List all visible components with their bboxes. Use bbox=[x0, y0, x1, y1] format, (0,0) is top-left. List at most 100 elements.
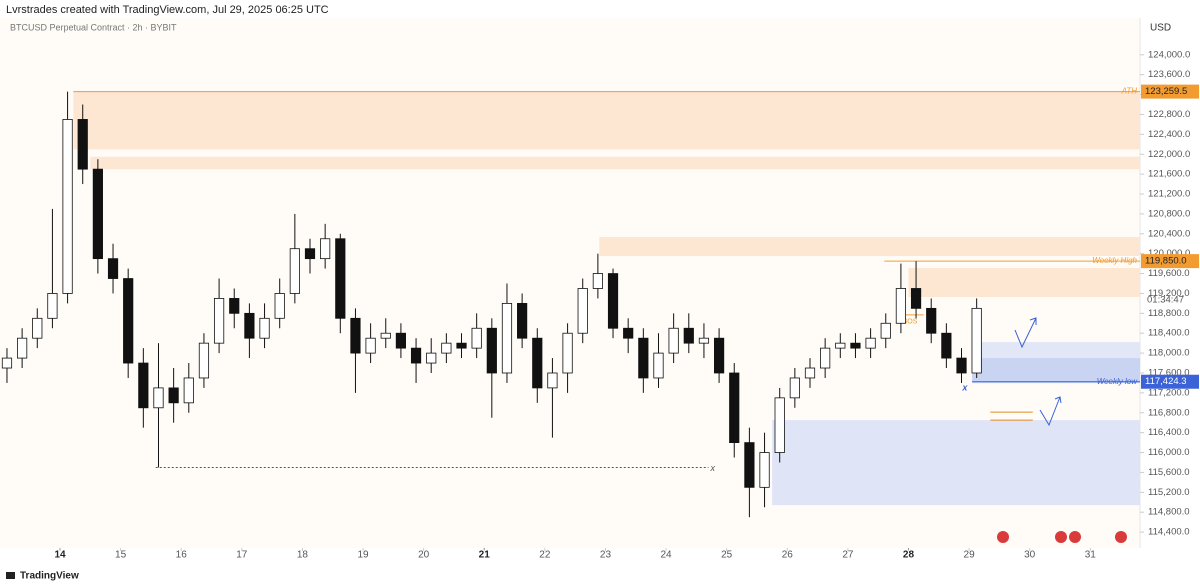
zone bbox=[972, 358, 1140, 384]
candle-body bbox=[380, 332, 391, 339]
y-tick-label: 117,200.0 bbox=[1148, 387, 1190, 398]
y-tick-label: 124,000.0 bbox=[1148, 49, 1190, 60]
x-tick-label: 26 bbox=[782, 550, 794, 561]
candle-body bbox=[426, 352, 437, 364]
y-tick-label: 115,200.0 bbox=[1148, 487, 1190, 498]
candle-body bbox=[623, 327, 634, 339]
candle-body bbox=[229, 298, 240, 314]
axis-price-box bbox=[1141, 84, 1199, 99]
candle-body bbox=[835, 342, 846, 349]
x-tick-label: 29 bbox=[964, 550, 976, 561]
candle-body bbox=[471, 327, 482, 349]
header-title: Lvrstrades created with TradingView.com,… bbox=[6, 4, 329, 16]
y-tick-label: 116,000.0 bbox=[1148, 447, 1190, 458]
x-tick-label: 16 bbox=[176, 550, 188, 561]
y-tick-label: 116,800.0 bbox=[1148, 407, 1190, 418]
candle-body bbox=[532, 337, 543, 389]
x-tick-label: 31 bbox=[1085, 550, 1097, 561]
candle-body bbox=[47, 293, 58, 319]
candle-body bbox=[941, 332, 952, 359]
level-label: x bbox=[709, 463, 715, 473]
candle-body bbox=[1, 357, 13, 369]
candle-body bbox=[820, 347, 831, 369]
x-tick-label: 18 bbox=[297, 550, 309, 561]
x-tick-label: 30 bbox=[1024, 550, 1036, 561]
y-tick-label: 119,600.0 bbox=[1148, 268, 1190, 279]
zone bbox=[772, 420, 1140, 506]
marker: x bbox=[961, 382, 968, 392]
arrow bbox=[1014, 317, 1037, 349]
x-tick-label: 25 bbox=[721, 550, 733, 561]
candle-body bbox=[274, 293, 285, 319]
candle-body bbox=[213, 298, 225, 344]
x-tick-label: 24 bbox=[660, 550, 672, 561]
plot-layer: ATH Weekly High Weekly low x BOS x bbox=[1, 87, 1141, 518]
candle-body bbox=[486, 327, 497, 374]
candle-body bbox=[865, 337, 876, 349]
candle-body bbox=[168, 387, 179, 404]
candle-body bbox=[804, 367, 816, 379]
y-tick-label: 120,800.0 bbox=[1148, 208, 1190, 219]
logo bbox=[6, 572, 15, 579]
candle-body bbox=[335, 238, 346, 319]
candle-body bbox=[698, 337, 710, 344]
y-tick-label: 120,400.0 bbox=[1148, 228, 1190, 239]
flag bbox=[1115, 531, 1127, 543]
candle-body bbox=[244, 312, 255, 339]
y-tick-label: 121,600.0 bbox=[1148, 169, 1190, 180]
axis-price-label: 119,850.0 bbox=[1145, 256, 1187, 267]
flag bbox=[1055, 531, 1067, 543]
y-tick-label: 116,400.0 bbox=[1148, 427, 1190, 438]
candle-body bbox=[713, 337, 725, 374]
candle-body bbox=[350, 317, 361, 354]
candle-body bbox=[92, 168, 103, 260]
candle-body bbox=[517, 302, 528, 339]
candle-body bbox=[577, 288, 588, 334]
candle-body bbox=[441, 342, 452, 354]
candle-body bbox=[926, 307, 937, 334]
x-tick-label: 21 bbox=[479, 550, 491, 561]
x-tick-label: 22 bbox=[539, 550, 551, 561]
zone bbox=[599, 236, 1140, 257]
candle-body bbox=[320, 238, 331, 260]
candle-body bbox=[774, 397, 785, 453]
candle-body bbox=[198, 342, 210, 379]
zone bbox=[90, 156, 1141, 170]
arrow bbox=[1039, 396, 1062, 427]
candle-body bbox=[153, 387, 164, 409]
flag bbox=[997, 531, 1009, 543]
y-tick-label: 119,200.0 bbox=[1148, 288, 1190, 299]
x-tick-label: 17 bbox=[236, 550, 248, 561]
candle-body bbox=[17, 337, 28, 359]
y-tick-label: 123,600.0 bbox=[1148, 69, 1190, 80]
y-tick-label: 118,400.0 bbox=[1148, 328, 1190, 339]
footer-logo bbox=[6, 572, 15, 579]
candle-body bbox=[638, 337, 649, 379]
candle-body bbox=[395, 332, 407, 349]
candle-body bbox=[956, 357, 967, 374]
x-tick-label: 23 bbox=[600, 550, 612, 561]
candle-body bbox=[759, 452, 770, 488]
candle-body bbox=[77, 119, 88, 170]
axis-price-box bbox=[1141, 374, 1199, 389]
countdown: 01:34:47 bbox=[1147, 295, 1184, 306]
level-label: ATH bbox=[1121, 87, 1138, 96]
candle-body bbox=[789, 377, 800, 399]
candle-body bbox=[138, 362, 149, 409]
candle-body bbox=[289, 248, 300, 294]
zone bbox=[73, 91, 1140, 150]
y-tick-label: 118,000.0 bbox=[1148, 348, 1190, 359]
level-label: Weekly low bbox=[1097, 377, 1139, 386]
x-tick-label: 27 bbox=[842, 550, 854, 561]
y-tick-label: 120,000.0 bbox=[1148, 248, 1190, 259]
candle-body bbox=[850, 342, 861, 349]
x-tick-label: 19 bbox=[357, 550, 369, 561]
y-tick-label: 117,600.0 bbox=[1148, 368, 1190, 379]
candle-body bbox=[501, 302, 513, 374]
candle-body bbox=[32, 317, 43, 339]
y-tick-label: 122,400.0 bbox=[1148, 129, 1190, 140]
flag bbox=[1069, 531, 1081, 543]
currency: USD bbox=[1150, 23, 1171, 34]
candle-body bbox=[910, 288, 922, 309]
